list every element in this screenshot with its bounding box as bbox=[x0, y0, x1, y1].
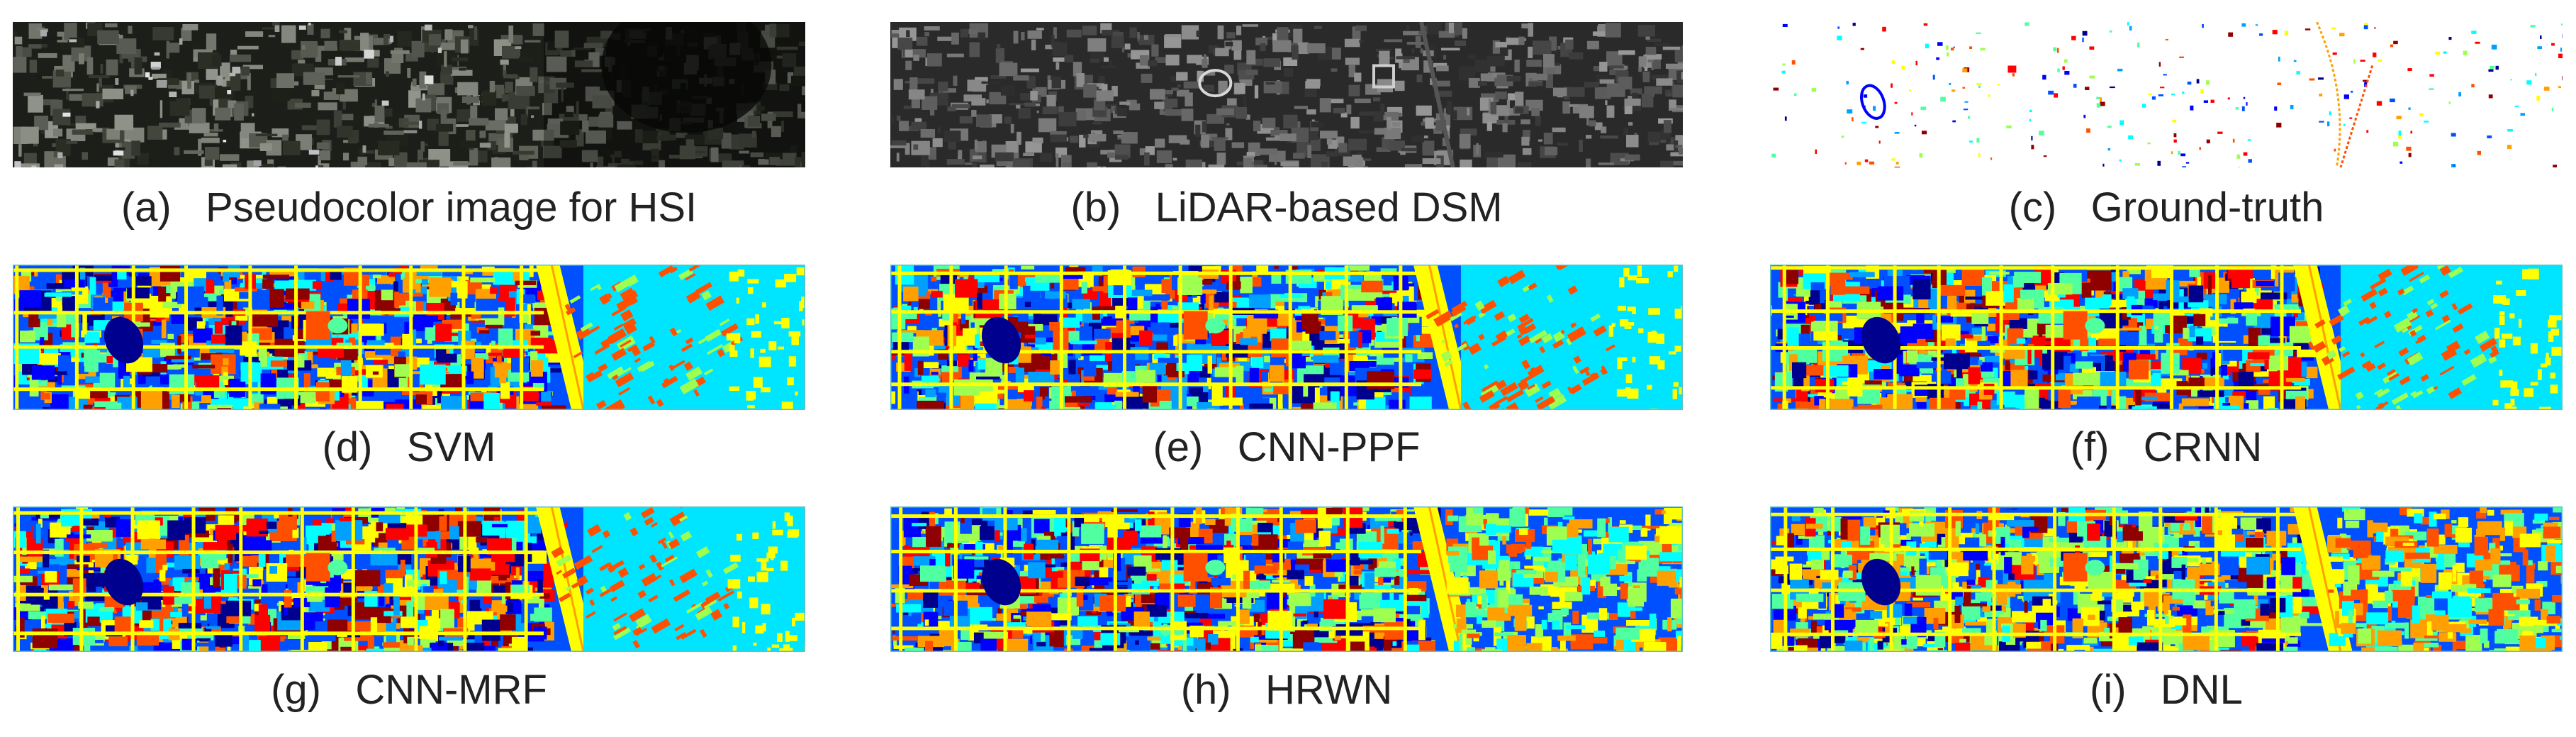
caption-g: (g) CNN-MRF bbox=[13, 665, 805, 715]
panel-b-lidar-dsm bbox=[890, 22, 1683, 167]
pseudocolor-image bbox=[13, 22, 805, 167]
classification-map bbox=[13, 506, 805, 652]
caption-title: CRNN bbox=[2143, 424, 2263, 470]
caption-title: CNN-PPF bbox=[1237, 424, 1421, 470]
panel-f-crnn-map bbox=[1770, 265, 2563, 410]
caption-label: (g) bbox=[271, 667, 321, 713]
caption-title: HRWN bbox=[1265, 667, 1393, 713]
caption-label: (i) bbox=[2090, 667, 2127, 713]
panel-g-cnn-mrf-map bbox=[13, 506, 805, 652]
caption-label: (c) bbox=[2008, 184, 2057, 231]
classification-map bbox=[890, 265, 1683, 410]
caption-c: (c) Ground-truth bbox=[1770, 183, 2563, 233]
caption-label: (d) bbox=[322, 424, 373, 470]
caption-i: (i) DNL bbox=[1770, 665, 2563, 715]
lidar-dsm-image bbox=[890, 22, 1683, 167]
caption-title: LiDAR-based DSM bbox=[1155, 184, 1503, 231]
classification-map bbox=[1770, 265, 2563, 410]
classification-map bbox=[13, 265, 805, 410]
caption-label: (a) bbox=[121, 184, 172, 231]
panel-i-dnl-map bbox=[1770, 506, 2563, 652]
caption-d: (d) SVM bbox=[13, 423, 805, 472]
panel-h-hrwn-map bbox=[890, 506, 1683, 652]
classification-map bbox=[890, 506, 1683, 652]
caption-label: (e) bbox=[1153, 424, 1204, 470]
ground-truth-image bbox=[1770, 22, 2563, 167]
caption-b: (b) LiDAR-based DSM bbox=[890, 183, 1683, 233]
panel-e-cnn-ppf-map bbox=[890, 265, 1683, 410]
caption-title: DNL bbox=[2160, 667, 2243, 713]
panel-c-ground-truth bbox=[1770, 22, 2563, 167]
caption-label: (f) bbox=[2070, 424, 2110, 470]
caption-h: (h) HRWN bbox=[890, 665, 1683, 715]
caption-title: CNN-MRF bbox=[355, 667, 547, 713]
caption-title: SVM bbox=[406, 424, 496, 470]
panel-d-svm-map bbox=[13, 265, 805, 410]
caption-label: (h) bbox=[1180, 667, 1231, 713]
caption-label: (b) bbox=[1070, 184, 1121, 231]
caption-e: (e) CNN-PPF bbox=[890, 423, 1683, 472]
panel-a-pseudocolor-image bbox=[13, 22, 805, 167]
caption-title: Pseudocolor image for HSI bbox=[206, 184, 698, 231]
caption-a: (a) Pseudocolor image for HSI bbox=[13, 183, 805, 233]
caption-f: (f) CRNN bbox=[1770, 423, 2563, 472]
caption-title: Ground-truth bbox=[2090, 184, 2324, 231]
classification-map bbox=[1770, 506, 2563, 652]
